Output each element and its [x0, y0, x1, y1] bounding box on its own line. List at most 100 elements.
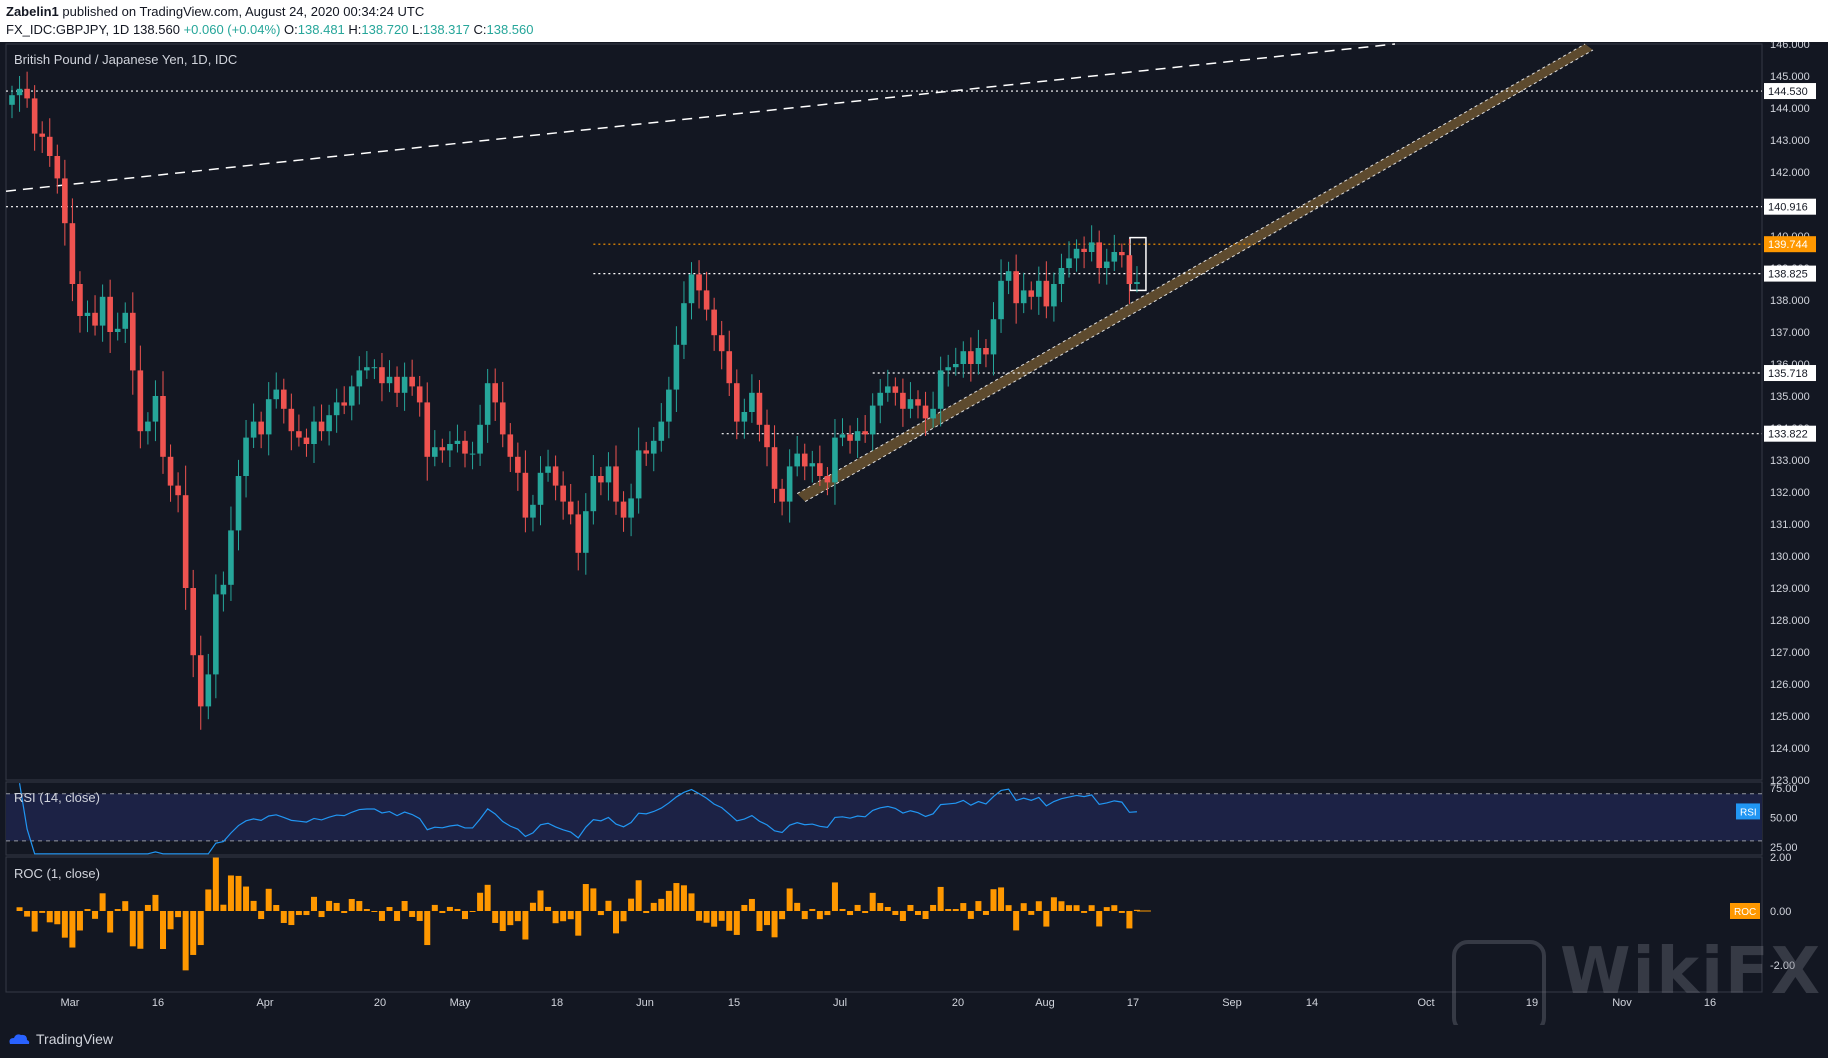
candle-body: [1096, 242, 1102, 268]
candle-body: [998, 280, 1004, 320]
roc-badge-text: ROC: [1734, 907, 1756, 918]
candle-body: [356, 370, 363, 387]
channel-lower-edge: [804, 49, 1594, 503]
channel-drawing[interactable]: [5, 43, 1594, 503]
rsi-tick: 25.00: [1770, 842, 1798, 854]
roc-bar: [529, 902, 536, 911]
roc-bar: [982, 911, 989, 915]
roc-bar: [54, 911, 61, 925]
roc-bar: [499, 911, 506, 932]
candle-body: [160, 396, 166, 457]
time-axis[interactable]: Mar 16 Apr 20 May 18 Jun 15 Jul 20 Aug 17 Sep 14 Oct 19…: [61, 997, 1717, 1009]
roc-bar: [794, 902, 801, 911]
candle-body: [545, 466, 551, 473]
candle-body: [1028, 290, 1035, 297]
candle-body: [817, 463, 823, 476]
time-tick: Jun: [636, 997, 654, 1009]
roc-bar: [960, 903, 967, 911]
price-axis[interactable]: 146.000145.000144.000143.000142.000141.0…: [1764, 42, 1816, 787]
open-value: 138.481: [297, 22, 345, 37]
candle-body: [439, 447, 446, 451]
roc-bar: [144, 904, 151, 911]
open-label: O:: [284, 22, 298, 37]
roc-bar: [24, 911, 31, 917]
roc-bar: [152, 894, 159, 911]
roc-bar: [326, 900, 333, 911]
chart-canvas[interactable]: 75.00 50.00 25.00 RSI 2.00 0.00 -2.00 ROC 146.…: [0, 42, 1828, 1025]
candle-body: [454, 440, 461, 444]
candle-body: [130, 312, 136, 371]
roc-bar: [537, 890, 544, 911]
candle-body: [1043, 280, 1050, 307]
roc-bar: [990, 889, 997, 911]
time-tick: May: [450, 997, 471, 1009]
candle-body: [107, 296, 113, 332]
candle-body: [24, 88, 30, 99]
tradingview-logo[interactable]: TradingView: [8, 1031, 113, 1047]
roc-bar: [877, 902, 884, 911]
roc-bar: [952, 909, 959, 911]
roc-bar: [401, 901, 408, 911]
candle-body: [575, 514, 582, 553]
horizontal-levels[interactable]: [6, 90, 1762, 435]
candle-body: [983, 348, 989, 355]
candle-body: [937, 370, 944, 409]
roc-bar: [363, 909, 370, 911]
roc-bar: [673, 883, 680, 911]
price-label-text: 139.744: [1768, 239, 1808, 251]
roc-bar: [227, 875, 234, 911]
candle-body: [907, 399, 914, 409]
candle-body: [416, 386, 423, 403]
time-tick: Aug: [1035, 997, 1055, 1009]
candle-body: [892, 386, 899, 393]
candle-body: [515, 456, 521, 473]
candle-body: [394, 376, 400, 393]
time-tick: Nov: [1612, 997, 1632, 1009]
candle-body: [364, 367, 370, 371]
candle-body: [1013, 271, 1019, 304]
candle-body: [484, 383, 491, 425]
candle-body: [69, 223, 76, 284]
candle-body: [114, 328, 121, 332]
publisher-name[interactable]: Zabelin1: [6, 4, 59, 19]
roc-bar: [930, 904, 937, 911]
main-pane-border: [5, 43, 1763, 781]
candle-body: [145, 421, 151, 432]
price-tick: 124.000: [1770, 743, 1810, 755]
candle-body: [688, 274, 695, 304]
price-tick: 125.000: [1770, 711, 1810, 723]
candle-body: [1103, 261, 1110, 268]
price-label-text: 135.718: [1768, 368, 1808, 380]
roc-bar: [416, 911, 423, 921]
candle-body: [862, 431, 868, 435]
candle-body: [492, 383, 498, 403]
roc-bar: [348, 898, 355, 911]
roc-bar: [258, 911, 265, 920]
candle-body: [1126, 255, 1133, 284]
roc-bar: [847, 911, 854, 916]
rsi-tick: 75.00: [1770, 783, 1798, 795]
candle-body: [598, 476, 604, 483]
rsi-badge: [1736, 803, 1760, 820]
roc-bar: [779, 911, 786, 920]
roc-bar: [1111, 905, 1118, 911]
rsi-pane-title: RSI (14, close): [14, 790, 100, 805]
roc-bar: [771, 911, 778, 938]
roc-bar: [748, 898, 755, 911]
roc-bar: [937, 886, 944, 911]
price-tick: 146.000: [1770, 42, 1810, 51]
candle-body: [567, 501, 574, 515]
candle-body: [1111, 252, 1118, 262]
candle-body: [318, 421, 325, 432]
candle-body: [447, 444, 453, 451]
roc-bar: [899, 911, 906, 921]
roc-bar: [915, 911, 921, 916]
roc-bar: [462, 911, 468, 920]
candle-body: [1036, 280, 1042, 297]
candle-body: [560, 485, 566, 502]
candle-body: [613, 466, 619, 502]
roc-bar: [1058, 901, 1065, 911]
roc-bar: [839, 908, 846, 911]
roc-bar: [854, 904, 861, 911]
candle-body: [952, 364, 959, 368]
